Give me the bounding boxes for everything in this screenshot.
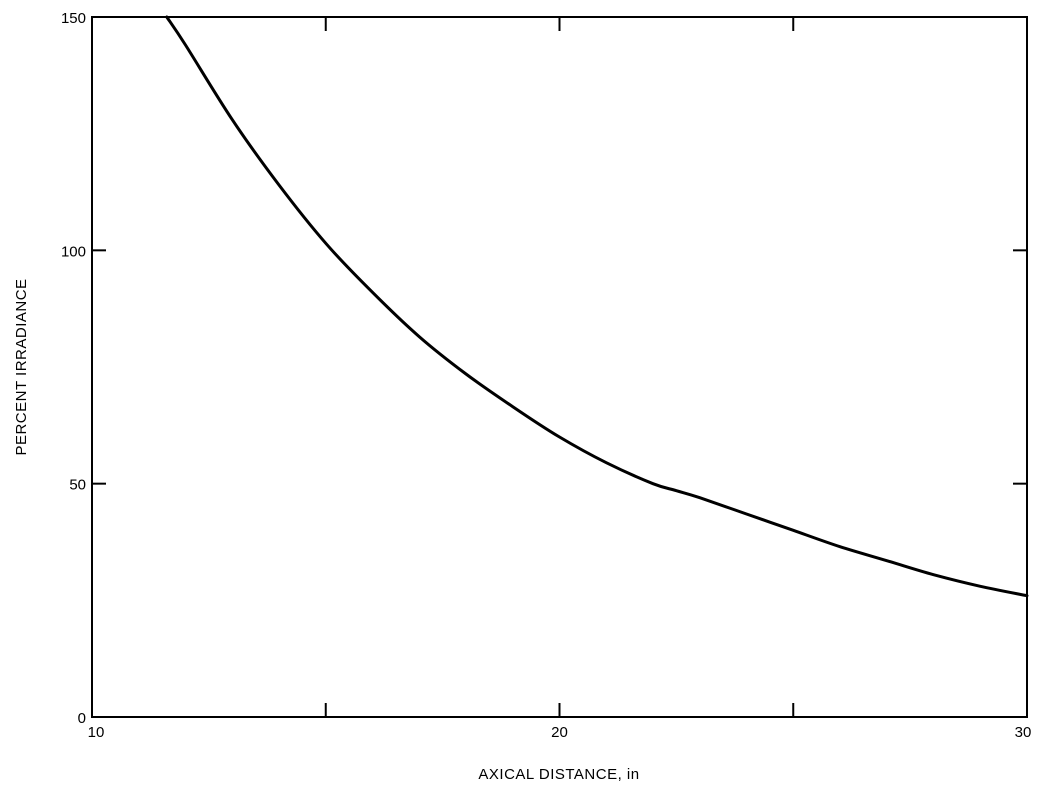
y-axis-title: PERCENT IRRADIANCE — [13, 278, 30, 455]
y-tick-label: 150 — [61, 10, 86, 27]
x-tick-label: 20 — [551, 724, 568, 741]
y-tick-label: 50 — [69, 477, 86, 494]
x-tick-label: 10 — [88, 724, 105, 741]
x-axis-title: AXICAL DISTANCE, in — [478, 766, 639, 783]
irradiance-curve — [165, 15, 1029, 598]
x-tick-label: 30 — [1015, 724, 1032, 741]
ticks — [92, 17, 1027, 717]
y-tick-label: 100 — [61, 243, 86, 260]
y-tick-label: 0 — [78, 710, 86, 727]
tick-labels: 0 50 100 150 10 20 30 — [61, 10, 1031, 741]
